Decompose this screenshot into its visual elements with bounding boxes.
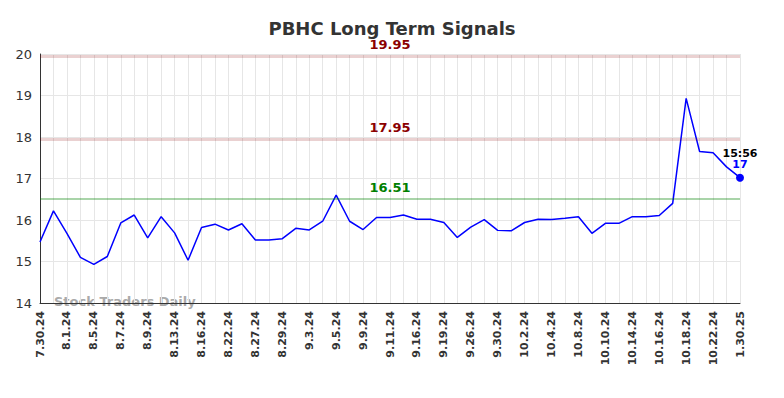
svg-text:Stock Traders Daily: Stock Traders Daily bbox=[54, 294, 196, 309]
svg-text:19.95: 19.95 bbox=[369, 37, 410, 52]
svg-text:8.9.24: 8.9.24 bbox=[141, 311, 154, 350]
svg-text:17: 17 bbox=[15, 171, 32, 186]
svg-text:10.10.24: 10.10.24 bbox=[599, 311, 612, 366]
svg-text:1.30.25: 1.30.25 bbox=[734, 311, 747, 358]
svg-text:8.22.24: 8.22.24 bbox=[222, 311, 235, 358]
svg-text:19: 19 bbox=[15, 88, 32, 103]
svg-text:18: 18 bbox=[15, 130, 32, 145]
svg-text:8.7.24: 8.7.24 bbox=[114, 311, 127, 350]
svg-text:9.9.24: 9.9.24 bbox=[357, 311, 370, 350]
svg-text:16: 16 bbox=[15, 213, 32, 228]
svg-text:17.95: 17.95 bbox=[369, 120, 410, 135]
svg-text:15: 15 bbox=[15, 254, 32, 269]
svg-text:7.30.24: 7.30.24 bbox=[34, 311, 47, 358]
svg-text:17: 17 bbox=[732, 158, 747, 171]
svg-text:10.18.24: 10.18.24 bbox=[680, 311, 693, 366]
svg-text:20: 20 bbox=[15, 47, 32, 62]
svg-text:8.16.24: 8.16.24 bbox=[195, 311, 208, 358]
svg-text:9.16.24: 9.16.24 bbox=[410, 311, 423, 358]
svg-text:16.51: 16.51 bbox=[369, 180, 410, 195]
svg-text:8.1.24: 8.1.24 bbox=[60, 311, 73, 350]
svg-text:10.2.24: 10.2.24 bbox=[518, 311, 531, 358]
svg-text:9.5.24: 9.5.24 bbox=[330, 311, 343, 350]
svg-text:9.11.24: 9.11.24 bbox=[384, 311, 397, 358]
svg-text:8.13.24: 8.13.24 bbox=[168, 311, 181, 358]
svg-text:15:56: 15:56 bbox=[722, 146, 758, 160]
svg-text:9.26.24: 9.26.24 bbox=[464, 311, 477, 358]
svg-text:10.14.24: 10.14.24 bbox=[626, 311, 639, 366]
svg-text:8.5.24: 8.5.24 bbox=[87, 311, 100, 350]
svg-text:10.4.24: 10.4.24 bbox=[545, 311, 558, 358]
svg-text:8.29.24: 8.29.24 bbox=[276, 311, 289, 358]
svg-text:9.3.24: 9.3.24 bbox=[303, 311, 316, 350]
svg-text:9.19.24: 9.19.24 bbox=[437, 311, 450, 358]
svg-text:10.22.24: 10.22.24 bbox=[707, 311, 720, 366]
svg-text:8.27.24: 8.27.24 bbox=[249, 311, 262, 358]
svg-text:10.16.24: 10.16.24 bbox=[653, 311, 666, 366]
svg-text:9.30.24: 9.30.24 bbox=[491, 311, 504, 358]
svg-text:14: 14 bbox=[15, 296, 32, 311]
svg-text:PBHC Long Term Signals: PBHC Long Term Signals bbox=[268, 18, 515, 39]
svg-text:10.8.24: 10.8.24 bbox=[572, 311, 585, 358]
